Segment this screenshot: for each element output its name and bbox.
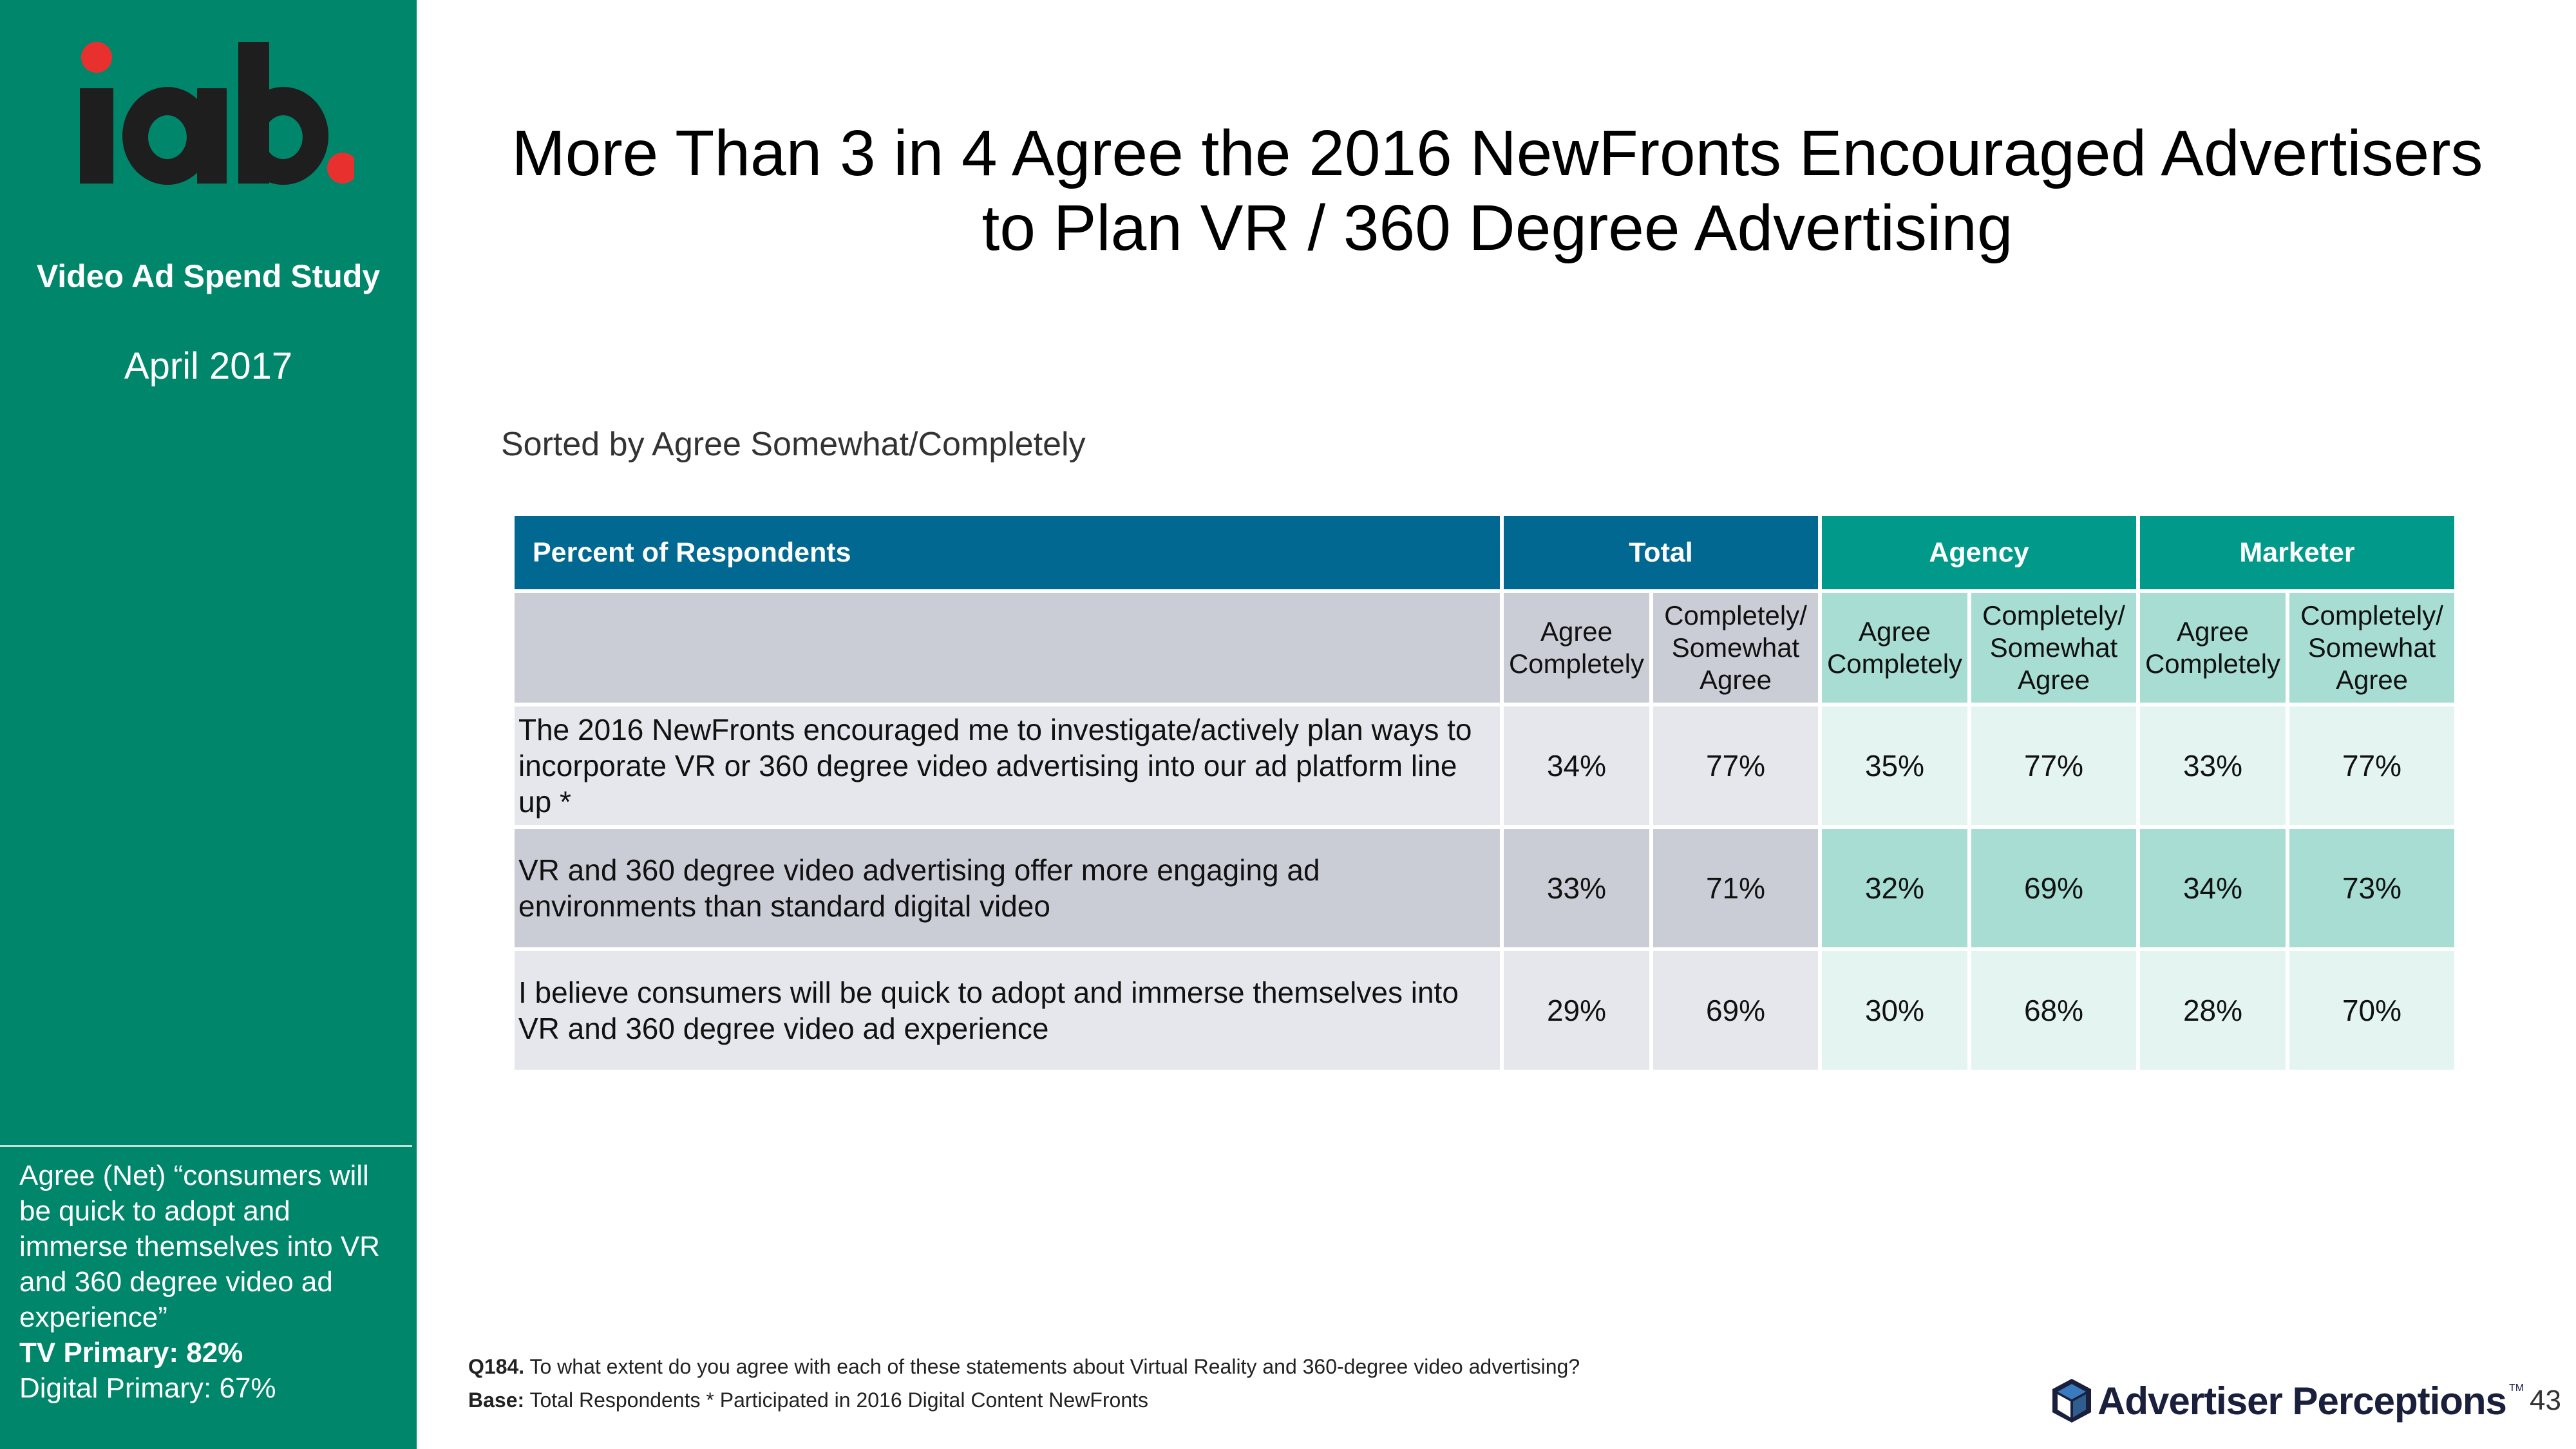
subheader-agency-completely-somewhat: Completely/Somewhat Agree: [1971, 593, 2136, 703]
page-title: More Than 3 in 4 Agree the 2016 NewFront…: [451, 116, 2544, 265]
subheader-blank: [515, 593, 1500, 703]
cell-agency-somewhat: 68%: [1971, 951, 2136, 1070]
footnote-base: Base: Total Respondents * Participated i…: [468, 1388, 1148, 1412]
cell-agency-agree: 30%: [1822, 951, 1967, 1070]
advertiser-perceptions-logo: Advertiser Perceptions TM: [2051, 1375, 2524, 1426]
cube-icon: [2052, 1379, 2091, 1423]
row-statement: VR and 360 degree video advertising offe…: [515, 829, 1500, 947]
table-header-row: Percent of Respondents Total Agency Mark…: [515, 516, 2455, 589]
cell-marketer-agree: 28%: [2140, 951, 2286, 1070]
cell-marketer-agree: 33%: [2140, 706, 2286, 825]
header-marketer: Marketer: [2140, 516, 2455, 589]
cell-marketer-somewhat: 73%: [2289, 829, 2455, 947]
cell-total-agree: 29%: [1504, 951, 1649, 1070]
row-statement: I believe consumers will be quick to ado…: [515, 951, 1500, 1070]
subheader-total-agree-completely: Agree Completely: [1504, 593, 1649, 703]
iab-logo-graphic: [80, 42, 358, 185]
cell-agency-agree: 32%: [1822, 829, 1967, 947]
header-agency: Agency: [1822, 516, 2136, 589]
footnote: Q184. To what extent do you agree with e…: [468, 1350, 1580, 1417]
page-title-line-1: More Than 3 in 4 Agree the 2016 NewFront…: [511, 117, 2483, 189]
study-date: April 2017: [124, 345, 293, 387]
callout-quote: Agree (Net) “consumers will be quick to …: [19, 1160, 380, 1333]
cell-total-somewhat: 71%: [1653, 829, 1818, 947]
page-number: 43: [2530, 1385, 2561, 1416]
cell-total-somewhat: 69%: [1653, 951, 1818, 1070]
cell-marketer-agree: 34%: [2140, 829, 2286, 947]
study-name: Video Ad Spend Study: [36, 258, 381, 294]
row-statement: The 2016 NewFronts encouraged me to inve…: [515, 706, 1500, 825]
subheader-total-completely-somewhat: Completely/Somewhat Agree: [1653, 593, 1818, 703]
iab-logo: [71, 35, 358, 190]
cell-agency-somewhat: 69%: [1971, 829, 2136, 947]
sidebar-callout: Agree (Net) “consumers will be quick to …: [19, 1158, 406, 1406]
page-title-line-2: to Plan VR / 360 Degree Advertising: [981, 192, 2013, 264]
table-row: VR and 360 degree video advertising offe…: [515, 829, 2455, 947]
cell-marketer-somewhat: 70%: [2289, 951, 2455, 1070]
cell-total-agree: 33%: [1504, 829, 1649, 947]
subheader-marketer-completely-somewhat: Completely/Somewhat Agree: [2289, 593, 2455, 703]
footnote-question: Q184. To what extent do you agree with e…: [468, 1355, 1580, 1378]
cell-total-agree: 34%: [1504, 706, 1649, 825]
subtitle: Sorted by Agree Somewhat/Completely: [501, 426, 1086, 463]
callout-tv-primary: TV Primary: 82%: [19, 1337, 243, 1368]
header-percent-of-respondents: Percent of Respondents: [515, 516, 1500, 589]
brand-name: Advertiser Perceptions: [2098, 1379, 2507, 1423]
cell-agency-somewhat: 77%: [1971, 706, 2136, 825]
table-row: The 2016 NewFronts encouraged me to inve…: [515, 706, 2455, 825]
cell-marketer-somewhat: 77%: [2289, 706, 2455, 825]
cell-total-somewhat: 77%: [1653, 706, 1818, 825]
sidebar: Video Ad Spend Study April 2017 Agree (N…: [0, 0, 417, 1449]
table-subheader-row: Agree Completely Completely/Somewhat Agre…: [515, 593, 2455, 703]
table-row: I believe consumers will be quick to ado…: [515, 951, 2455, 1070]
sidebar-divider: [0, 1145, 412, 1147]
header-total: Total: [1504, 516, 1818, 589]
subheader-agency-agree-completely: Agree Completely: [1822, 593, 1967, 703]
results-table: Percent of Respondents Total Agency Mark…: [511, 512, 2458, 1074]
cell-agency-agree: 35%: [1822, 706, 1967, 825]
subheader-marketer-agree-completely: Agree Completely: [2140, 593, 2286, 703]
callout-digital-primary: Digital Primary: 67%: [19, 1372, 276, 1404]
brand-trademark: TM: [2508, 1383, 2524, 1394]
